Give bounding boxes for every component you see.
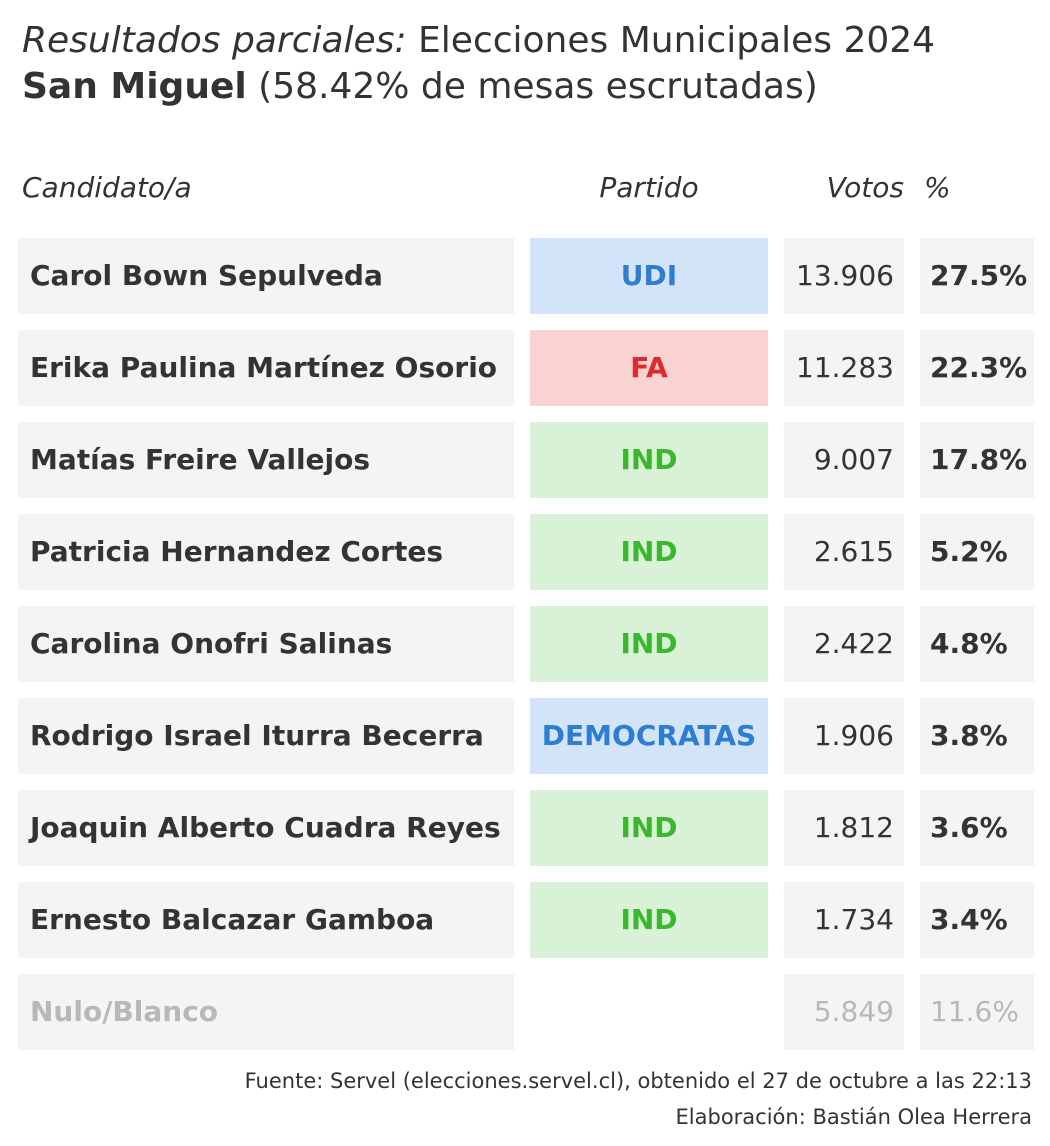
chart-title-block: Resultados parciales: Elecciones Municip… [22, 18, 1032, 110]
votes-value: 11.283 [784, 330, 904, 406]
percent-value: 17.8% [920, 422, 1034, 498]
votes-value: 1.906 [784, 698, 904, 774]
votes-value: 1.812 [784, 790, 904, 866]
candidate-name: Carolina Onofri Salinas [18, 606, 514, 682]
footer-credit: Elaboración: Bastián Olea Herrera [675, 1105, 1032, 1129]
chart-title: Resultados parciales: Elecciones Municip… [22, 18, 1032, 64]
party-badge: FA [530, 330, 768, 406]
percent-value: 3.4% [920, 882, 1034, 958]
candidate-name: Matías Freire Vallejos [18, 422, 514, 498]
column-header-votes: Votos [826, 171, 904, 204]
percent-value: 22.3% [920, 330, 1034, 406]
subtitle-commune: San Miguel [22, 66, 247, 107]
party-badge: IND [530, 606, 768, 682]
table-row: Erika Paulina Martínez Osorio FA 11.283 22.… [0, 330, 1050, 406]
column-header-party: Partido [599, 171, 699, 204]
table-row: Carol Bown Sepulveda UDI 13.906 27.5% [0, 238, 1050, 314]
votes-value: 2.422 [784, 606, 904, 682]
candidate-name: Erika Paulina Martínez Osorio [18, 330, 514, 406]
party-badge: IND [530, 882, 768, 958]
votes-value: 5.849 [784, 974, 904, 1050]
table-row: Carolina Onofri Salinas IND 2.422 4.8% [0, 606, 1050, 682]
party-badge: IND [530, 790, 768, 866]
table-row: Nulo/Blanco 5.849 11.6% [0, 974, 1050, 1050]
candidate-name: Nulo/Blanco [18, 974, 514, 1050]
table-row: Ernesto Balcazar Gamboa IND 1.734 3.4% [0, 882, 1050, 958]
votes-value: 9.007 [784, 422, 904, 498]
title-italic: Resultados parciales: [22, 20, 407, 61]
footer-source: Fuente: Servel (elecciones.servel.cl), o… [244, 1069, 1032, 1093]
party-badge: UDI [530, 238, 768, 314]
candidate-name: Joaquin Alberto Cuadra Reyes [18, 790, 514, 866]
party-badge: IND [530, 514, 768, 590]
party-badge [530, 974, 768, 1050]
column-header-candidate: Candidato/a [22, 171, 192, 204]
party-badge: IND [530, 422, 768, 498]
percent-value: 4.8% [920, 606, 1034, 682]
party-badge: DEMOCRATAS [530, 698, 768, 774]
candidate-name: Patricia Hernandez Cortes [18, 514, 514, 590]
table-row: Rodrigo Israel Iturra Becerra DEMOCRATAS 1… [0, 698, 1050, 774]
subtitle-rest: (58.42% de mesas escrutadas) [258, 66, 818, 107]
candidate-name: Rodrigo Israel Iturra Becerra [18, 698, 514, 774]
candidate-name: Ernesto Balcazar Gamboa [18, 882, 514, 958]
votes-value: 1.734 [784, 882, 904, 958]
column-header-pct: % [924, 171, 951, 204]
chart-subtitle: San Miguel (58.42% de mesas escrutadas) [22, 64, 1032, 110]
votes-value: 2.615 [784, 514, 904, 590]
percent-value: 11.6% [920, 974, 1034, 1050]
votes-value: 13.906 [784, 238, 904, 314]
table-row: Matías Freire Vallejos IND 9.007 17.8% [0, 422, 1050, 498]
percent-value: 5.2% [920, 514, 1034, 590]
candidate-name: Carol Bown Sepulveda [18, 238, 514, 314]
table-row: Joaquin Alberto Cuadra Reyes IND 1.812 3.6% [0, 790, 1050, 866]
percent-value: 27.5% [920, 238, 1034, 314]
title-rest: Elecciones Municipales 2024 [418, 20, 936, 61]
percent-value: 3.6% [920, 790, 1034, 866]
percent-value: 3.8% [920, 698, 1034, 774]
table-row: Patricia Hernandez Cortes IND 2.615 5.2% [0, 514, 1050, 590]
